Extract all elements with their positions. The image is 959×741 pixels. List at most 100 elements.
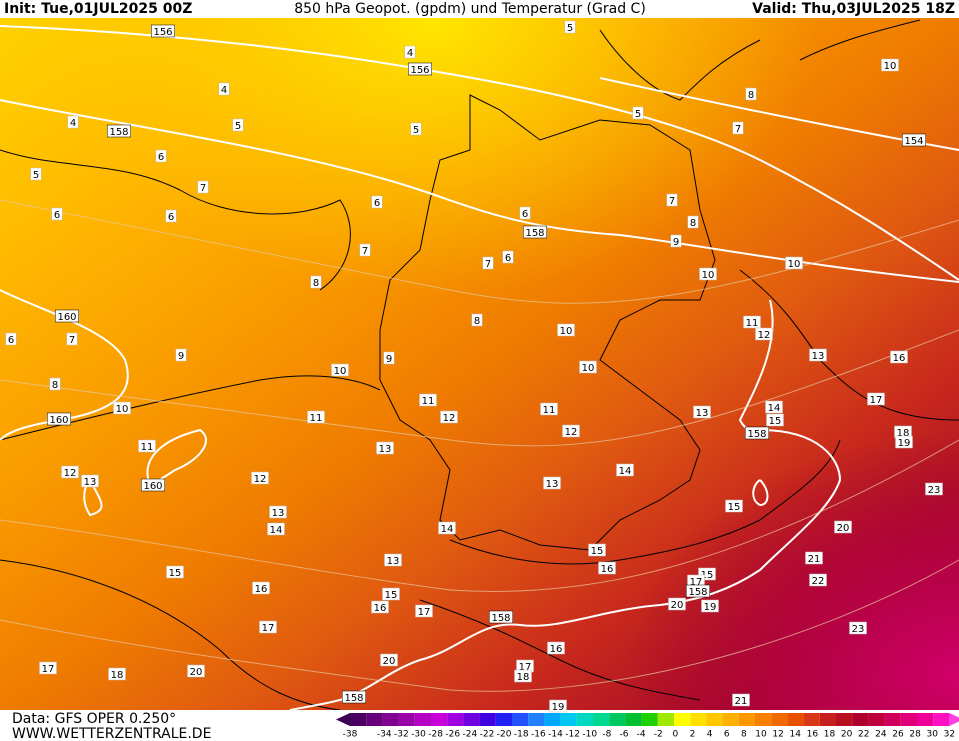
temperature-label-box	[766, 413, 784, 427]
colorbar-cell	[609, 713, 626, 726]
geopotential-label: 158	[109, 127, 128, 138]
temperature-label: 6	[505, 253, 511, 264]
temperature-label: 7	[200, 183, 206, 194]
colorbar-label: -10	[582, 730, 597, 740]
colorbar-cell	[674, 713, 691, 726]
colorbar-cell	[431, 713, 448, 726]
colorbar-cell	[641, 713, 658, 726]
temperature-label-box	[113, 401, 131, 415]
temperature-label-box	[232, 118, 244, 132]
temperature-label: 15	[701, 570, 714, 581]
temperature-label: 4	[70, 118, 76, 129]
temperature-label: 6	[54, 210, 60, 221]
temperature-label-box	[557, 323, 575, 337]
temperature-label-box	[251, 471, 269, 485]
temperature-label-box	[269, 505, 287, 519]
geopotential-label: 160	[49, 415, 68, 426]
temperature-label: 12	[565, 427, 578, 438]
temperature-label-box	[809, 573, 827, 587]
colorbar-cell	[755, 713, 772, 726]
temperature-label-box	[382, 587, 400, 601]
colorbar-cell	[771, 713, 788, 726]
geopotential-label: 158	[525, 228, 544, 239]
temperature-label: 8	[474, 316, 480, 327]
geopotential-label-box	[902, 133, 926, 147]
temperature-label: 6	[8, 335, 14, 346]
temperature-label: 17	[42, 664, 55, 675]
temperature-label: 12	[64, 468, 77, 479]
geopotential-label: 156	[410, 65, 429, 76]
temperature-label-box	[376, 441, 394, 455]
temperature-label-box	[755, 327, 773, 341]
temperature-label-box	[867, 392, 885, 406]
temperature-label: 10	[702, 270, 715, 281]
temperature-label: 23	[852, 624, 865, 635]
geopotential-label-box	[151, 24, 175, 38]
temperature-label-box	[732, 693, 750, 707]
colorbar-label: -20	[497, 730, 512, 740]
colorbar-label: -24	[463, 730, 478, 740]
colorbar-label: -38	[343, 730, 358, 740]
colorbar-cell	[787, 713, 804, 726]
colorbar-cell	[350, 713, 367, 726]
colorbar-label: -26	[445, 730, 460, 740]
temperature-label: 17	[262, 623, 275, 634]
temperature-label: 8	[52, 380, 58, 391]
temperature-label: 18	[897, 428, 910, 439]
colorbar-label: -2	[654, 730, 663, 740]
colorbar-cell	[884, 713, 901, 726]
temperature-label: 17	[870, 395, 883, 406]
temperature-label: 16	[893, 353, 906, 364]
site: WWW.WETTERZENTRALE.DE	[12, 726, 211, 741]
temperature-label: 16	[550, 644, 563, 655]
colorbar-cell	[560, 713, 577, 726]
colorbar-cell	[495, 713, 512, 726]
geopotential-label-box	[745, 426, 769, 440]
temperature-label: 13	[546, 479, 559, 490]
colorbar-cell	[803, 713, 820, 726]
temperature-label: 9	[178, 351, 184, 362]
geopotential-label-box	[686, 584, 710, 598]
colorbar-label: 30	[927, 730, 939, 740]
temperature-label: 15	[169, 568, 182, 579]
temperature-label-box	[67, 115, 79, 129]
temperature-label-box	[834, 520, 852, 534]
temperature-label: 18	[111, 670, 124, 681]
colorbar-cell	[447, 713, 464, 726]
colorbar-cell	[366, 713, 383, 726]
colorbar-label: 16	[807, 730, 819, 740]
temperature-label-box	[809, 348, 827, 362]
temperature-label: 14	[270, 525, 283, 536]
temperature-label-box	[670, 234, 682, 248]
temperature-label: 14	[441, 524, 454, 535]
temperature-label-box	[482, 256, 494, 270]
colorbar-cell	[657, 713, 674, 726]
temperature-label-box	[438, 521, 456, 535]
colorbar-label: -8	[602, 730, 611, 740]
temperature-label-box	[895, 435, 913, 449]
temperature-label-box	[39, 661, 57, 675]
temperature-label: 5	[33, 170, 39, 181]
map-field	[0, 18, 959, 710]
colorbar-cell	[414, 713, 431, 726]
temperature-label: 8	[313, 278, 319, 289]
colorbar-cell	[479, 713, 496, 726]
header-bar	[0, 0, 959, 18]
temperature-label-box	[218, 82, 230, 96]
temperature-label-box	[502, 250, 514, 264]
colorbar-label: 14	[790, 730, 802, 740]
colorbar-label: 4	[707, 730, 713, 740]
temperature-label: 10	[884, 61, 897, 72]
temperature-label-box	[252, 581, 270, 595]
colorbar-label: 22	[858, 730, 869, 740]
geopotential-label-box	[141, 478, 165, 492]
temperature-label: 6	[374, 198, 380, 209]
colorbar-label: 0	[673, 730, 679, 740]
colorbar-label: -34	[377, 730, 392, 740]
geopotential-label-box	[408, 62, 432, 76]
temperature-label: 9	[386, 354, 392, 365]
temperature-label: 22	[812, 576, 825, 587]
init-time: Init: Tue,01JUL2025 00Z	[4, 1, 192, 17]
temperature-label-box	[404, 45, 416, 59]
temperature-label-box	[514, 669, 532, 683]
